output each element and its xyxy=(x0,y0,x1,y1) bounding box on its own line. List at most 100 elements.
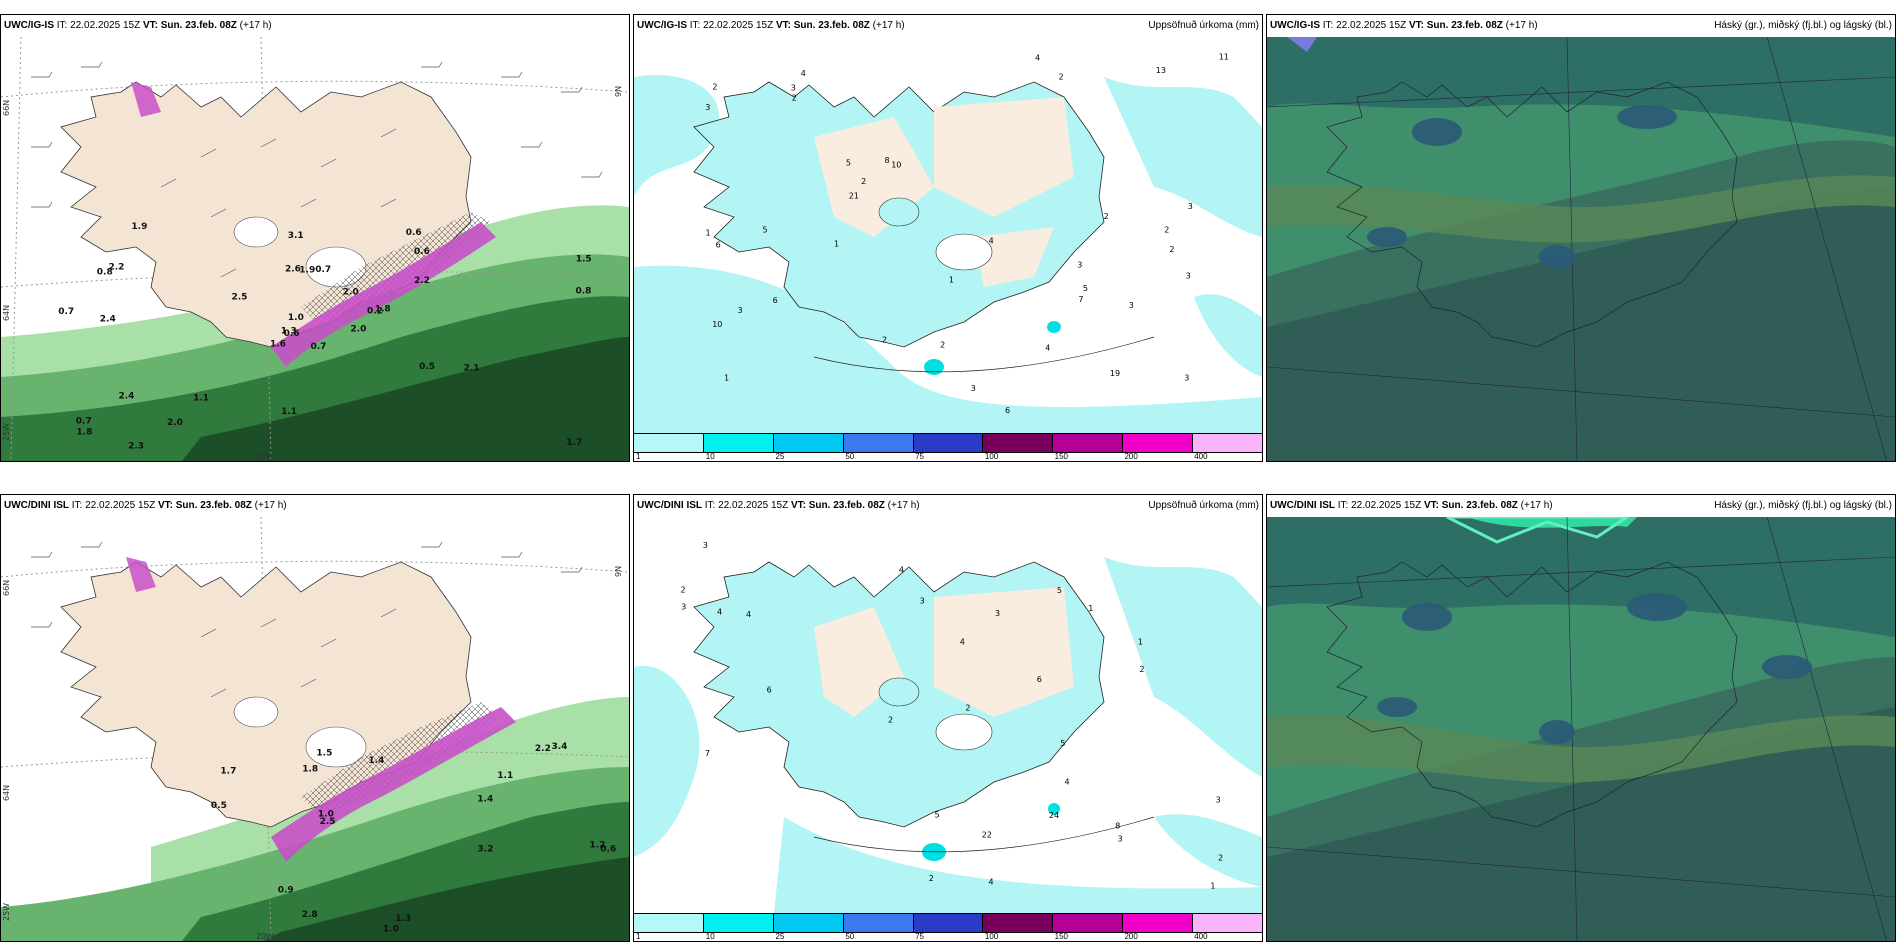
value-label: 1.3 xyxy=(395,914,411,924)
value-label: 11 xyxy=(1219,53,1229,62)
value-label: 1 xyxy=(706,228,711,237)
value-label: 1.1 xyxy=(193,394,209,404)
svg-text:9N: 9N xyxy=(614,566,623,577)
value-label: 0.5 xyxy=(211,801,227,811)
precip-legend: 1 10 25 50 75 100 150 200 400 xyxy=(634,913,1262,941)
value-label: 2 xyxy=(861,177,866,186)
value-label: 19 xyxy=(1110,369,1120,378)
legend-swatch xyxy=(843,434,914,452)
svg-text:9N: 9N xyxy=(614,86,623,97)
vt-label: VT: xyxy=(157,500,173,511)
value-label: 3 xyxy=(738,306,743,315)
value-label: 4 xyxy=(1045,344,1050,353)
lead-time: (+17 h) xyxy=(872,20,905,31)
it-label: IT: xyxy=(1322,20,1334,31)
value-label: 2.0 xyxy=(350,325,366,335)
value-label: 1 xyxy=(724,373,729,382)
value-label: 2 xyxy=(882,335,887,344)
value-label: 24 xyxy=(1049,811,1059,820)
value-label: 6 xyxy=(716,241,721,250)
value-label: 3 xyxy=(703,541,708,550)
value-label: 5 xyxy=(846,158,851,167)
legend-swatch xyxy=(1193,914,1262,932)
svg-text:20W: 20W xyxy=(256,932,274,941)
vt-value: Sun. 23.feb. 08Z xyxy=(1426,20,1503,31)
value-label: 4 xyxy=(989,236,994,245)
value-label: 4 xyxy=(960,638,965,647)
value-label: 10 xyxy=(891,161,901,170)
cloud-map xyxy=(1267,37,1895,461)
panel-header: UWC/DINI ISL IT: 22.02.2025 15Z VT: Sun.… xyxy=(1267,495,1895,517)
vt-value: Sun. 23.feb. 08Z xyxy=(808,500,885,511)
legend-label: 50 xyxy=(845,452,855,461)
value-label: 2 xyxy=(1164,225,1169,234)
value-label: 2 xyxy=(792,94,797,103)
value-label: 1.9 xyxy=(299,266,315,276)
value-label: 4 xyxy=(1065,778,1070,787)
lead-time: (+17 h) xyxy=(239,20,272,31)
legend-swatch xyxy=(634,914,704,932)
precip-legend-bar xyxy=(634,913,1262,933)
value-label: 0.8 xyxy=(97,267,113,277)
legend-swatch xyxy=(1053,914,1124,932)
svg-text:20W: 20W xyxy=(256,452,274,461)
panel-header: UWC/IG-IS IT: 22.02.2025 15Z VT: Sun. 23… xyxy=(1,15,629,37)
value-label: 1.8 xyxy=(302,765,318,775)
vt-value: Sun. 23.feb. 08Z xyxy=(1441,500,1518,511)
value-label: 3 xyxy=(1184,374,1189,383)
precip-title: Uppsöfnuð úrkoma (mm) xyxy=(1148,20,1259,31)
value-label: 3 xyxy=(971,384,976,393)
value-label: 2.2 xyxy=(535,744,551,754)
it-value: 22.02.2025 15Z xyxy=(1351,500,1422,511)
legend-swatch xyxy=(703,434,774,452)
value-label: 5 xyxy=(1083,284,1088,293)
value-label: 1.8 xyxy=(375,304,391,314)
value-label: 1 xyxy=(1138,638,1143,647)
vt-value: Sun. 23.feb. 08Z xyxy=(175,500,252,511)
value-label: 2 xyxy=(940,340,945,349)
it-label: IT: xyxy=(1337,500,1349,511)
panel-cloud-row2: UWC/DINI ISL IT: 22.02.2025 15Z VT: Sun.… xyxy=(1266,494,1896,942)
value-label: 0.7 xyxy=(315,265,331,275)
value-label: 2 xyxy=(712,83,717,92)
value-label: 2 xyxy=(1169,245,1174,254)
value-label: 8 xyxy=(885,156,890,165)
value-label: 2 xyxy=(1218,854,1223,863)
legend-label: 10 xyxy=(705,932,715,941)
panel-precip-row2: UWC/DINI ISL IT: 22.02.2025 15Z VT: Sun.… xyxy=(633,494,1263,942)
value-label: 6 xyxy=(1037,675,1042,684)
value-label: 3 xyxy=(1077,260,1082,269)
it-value: 22.02.2025 15Z xyxy=(703,20,774,31)
value-label: 4 xyxy=(717,607,722,616)
value-label: 3 xyxy=(705,103,710,112)
value-label: 0.6 xyxy=(600,844,616,854)
value-label: 2.3 xyxy=(128,442,144,452)
value-label: 1.7 xyxy=(220,767,236,777)
it-label: IT: xyxy=(689,20,701,31)
vt-label: VT: xyxy=(1423,500,1439,511)
cloud-map xyxy=(1267,517,1895,941)
panel-precip-row1: UWC/IG-IS IT: 22.02.2025 15Z VT: Sun. 23… xyxy=(633,14,1263,462)
legend-label: 150 xyxy=(1054,452,1069,461)
value-label: 3 xyxy=(1129,301,1134,310)
value-label: 1.5 xyxy=(576,254,592,264)
value-label: 1.4 xyxy=(368,756,384,766)
value-label: 1.0 xyxy=(383,924,399,934)
value-label: 4 xyxy=(801,69,806,78)
legend-label: 100 xyxy=(984,932,999,941)
value-label: 1.6 xyxy=(270,339,286,349)
legend-swatch xyxy=(913,434,984,452)
it-label: IT: xyxy=(704,500,716,511)
value-label: 1 xyxy=(949,276,954,285)
legend-swatch xyxy=(1193,434,1262,452)
value-label: 4 xyxy=(899,566,904,575)
value-label: 3 xyxy=(1216,796,1221,805)
value-label: 2 xyxy=(681,585,686,594)
vt-value: Sun. 23.feb. 08Z xyxy=(793,20,870,31)
value-label: 3 xyxy=(791,83,796,92)
value-label: 0.6 xyxy=(406,228,422,238)
panel-header: UWC/DINI ISL IT: 22.02.2025 15Z VT: Sun.… xyxy=(634,495,1262,517)
value-label: 8 xyxy=(1115,821,1120,830)
value-label: 2.0 xyxy=(343,288,359,298)
